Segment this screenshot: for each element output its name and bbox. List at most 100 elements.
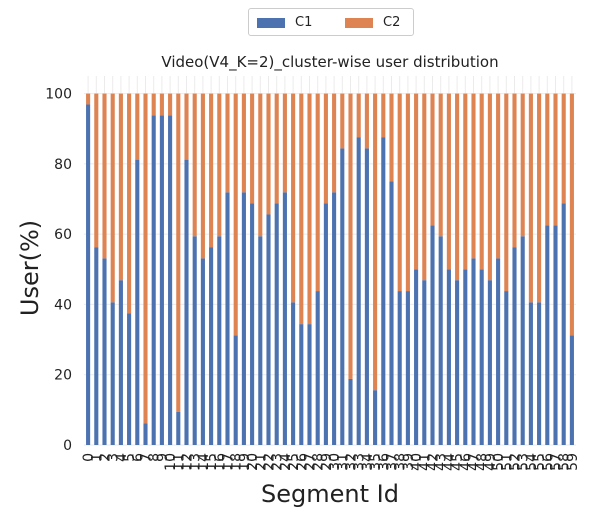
bar-c2-segment-51 [504,93,509,292]
bar-c2-segment-34 [364,93,369,149]
bar-c2-segment-19 [241,93,246,193]
x-tick-label: 52 [508,453,524,471]
bar-c1-segment-30 [332,192,337,445]
bar-c2-segment-43 [438,93,443,237]
bar-c1-segment-0 [86,104,91,446]
bar-c2-segment-22 [266,93,271,215]
x-tick-label: 31 [335,453,351,471]
y-tick-label: 20 [54,368,72,384]
bar-c2-segment-54 [528,93,533,303]
x-tick-label: 23 [270,453,286,471]
bar-c1-segment-7 [143,423,148,445]
bar-c2-segment-12 [184,93,189,160]
bar-c2-segment-15 [209,93,214,248]
bar-c2-segment-8 [151,93,156,116]
x-tick-label: 30 [327,453,343,471]
x-tick-label: 19 [237,453,253,471]
bar-c1-segment-18 [233,335,238,445]
bar-c2-segment-40 [414,93,419,270]
x-tick-label: 26 [294,453,310,471]
x-tick-label: 35 [368,453,384,471]
bar-c1-segment-23 [274,203,279,445]
bar-c2-segment-2 [102,93,107,259]
bar-c2-segment-35 [373,93,378,391]
x-tick-label: 59 [565,453,581,471]
x-tick-label: 21 [253,453,269,471]
bar-c2-segment-4 [118,93,123,281]
bar-c1-segment-13 [192,236,197,445]
bar-c2-segment-30 [332,93,337,193]
bar-c1-segment-28 [315,291,320,445]
bar-c2-segment-39 [405,93,410,292]
bar-c1-segment-52 [512,247,517,445]
bar-c1-segment-21 [258,236,263,445]
bar-c1-segment-58 [561,203,566,445]
x-tick-label: 6 [130,453,146,462]
bar-c1-segment-8 [151,115,156,446]
x-tick-label: 12 [180,453,196,471]
bar-c2-segment-5 [127,93,132,314]
bar-c1-segment-36 [381,137,386,445]
x-tick-label: 53 [516,453,532,471]
y-tick-label: 80 [54,157,72,173]
bar-c2-segment-59 [569,93,574,336]
x-tick-label: 43 [434,453,450,471]
x-tick-label: 37 [385,453,401,471]
bar-c1-segment-3 [110,302,115,445]
bar-c2-segment-27 [307,93,312,325]
bar-c1-segment-1 [94,247,99,445]
bar-c2-segment-6 [135,93,140,160]
bar-c1-segment-26 [299,324,304,445]
x-tick-label: 4 [114,453,130,462]
x-tick-label: 49 [483,453,499,471]
x-tick-label: 2 [98,453,114,462]
bar-c2-segment-58 [561,93,566,204]
bar-c1-segment-19 [241,192,246,445]
bar-c1-segment-9 [159,115,164,446]
x-tick-label: 5 [122,453,138,462]
bar-c1-segment-12 [184,159,189,445]
bar-c2-segment-32 [348,93,353,379]
legend-label-c2: C2 [383,15,401,30]
bar-c1-segment-42 [430,225,435,445]
x-tick-label: 13 [188,453,204,471]
bar-c1-segment-5 [127,313,132,445]
bar-c1-segment-29 [323,203,328,445]
bar-c2-segment-44 [446,93,451,270]
bar-c2-segment-24 [282,93,287,193]
bar-c2-segment-11 [176,93,181,412]
bar-c1-segment-41 [422,280,427,445]
bar-c2-segment-7 [143,93,148,424]
x-tick-label: 34 [360,453,376,471]
legend: C1 C2 [248,8,414,36]
x-tick-label: 25 [286,453,302,471]
bar-c1-segment-45 [455,280,460,445]
x-tick-label: 38 [393,453,409,471]
bar-c1-segment-31 [340,148,345,445]
bar-c2-segment-33 [356,93,361,138]
x-tick-label: 29 [319,453,335,471]
bar-c2-segment-45 [455,93,460,281]
bar-c1-segment-33 [356,137,361,445]
bar-c2-segment-52 [512,93,517,248]
bar-c1-segment-16 [217,236,222,445]
bar-c2-segment-56 [545,93,550,226]
bar-c1-segment-55 [537,302,542,445]
bar-c1-segment-15 [209,247,214,445]
bar-c1-segment-24 [282,192,287,445]
bar-c1-segment-20 [250,203,255,445]
bar-c2-segment-31 [340,93,345,149]
x-tick-label: 3 [106,453,122,462]
x-tick-label: 17 [221,453,237,471]
x-tick-label: 0 [81,453,97,462]
x-tick-label: 47 [467,453,483,471]
bar-c2-segment-38 [397,93,402,292]
bar-c2-segment-42 [430,93,435,226]
bar-c2-segment-14 [200,93,205,259]
bar-c2-segment-53 [520,93,525,237]
bar-c1-segment-53 [520,236,525,445]
bar-c2-segment-21 [258,93,263,237]
bar-c1-segment-25 [291,302,296,445]
y-tick-label: 60 [54,227,72,243]
